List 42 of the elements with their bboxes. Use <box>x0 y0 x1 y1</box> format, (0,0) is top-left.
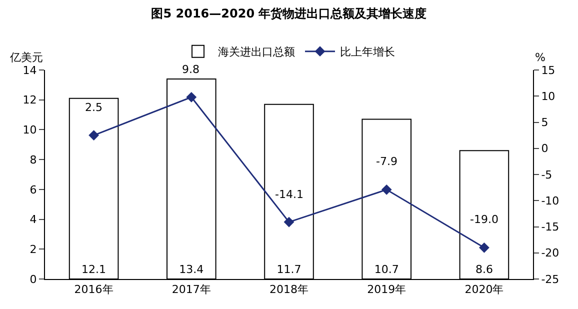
x-tick-label: 2016年 <box>74 283 114 296</box>
y2-tick-label: -20 <box>541 246 560 260</box>
y2-tick-label: -5 <box>541 168 552 182</box>
y-tick-label: 2 <box>30 242 37 256</box>
y2-tick-label: 10 <box>541 90 556 103</box>
y-tick-label: 4 <box>30 213 37 226</box>
data-label: -19.0 <box>470 213 498 226</box>
x-tick-label: 2017年 <box>172 283 211 296</box>
y-tick-label: 8 <box>30 153 37 166</box>
data-label: 9.8 <box>182 63 200 76</box>
data-label: -7.9 <box>376 155 398 168</box>
y2-tick-label: 0 <box>541 142 548 156</box>
data-label: 11.7 <box>276 263 302 276</box>
x-tick-label: 2018年 <box>270 283 308 296</box>
x-tick-label: 2020年 <box>464 283 504 296</box>
y-axis-title: 亿美元 <box>9 51 43 64</box>
y2-tick-label: -25 <box>541 272 560 286</box>
y-tick-label: 12 <box>22 94 37 107</box>
y-tick-label: 0 <box>30 272 37 286</box>
point <box>284 216 294 228</box>
data-label: 13.4 <box>179 263 204 276</box>
point <box>186 92 197 102</box>
point <box>88 130 99 141</box>
y2-tick-label: -10 <box>541 194 560 208</box>
data-label: 12.1 <box>82 263 106 276</box>
y-tick-label: 14 <box>22 64 37 77</box>
y2-axis-title: % <box>535 51 546 64</box>
chart-title: 图5 2016—2020 年货物进出口总额及其增长速度 <box>151 6 427 21</box>
y2-tick-label: 5 <box>541 116 548 130</box>
data-label: 2.5 <box>85 101 102 114</box>
x-tick-label: 2019年 <box>367 283 406 296</box>
data-label: 10.7 <box>374 263 399 276</box>
point <box>381 184 392 195</box>
legend-label: 比上年增长 <box>340 46 395 59</box>
y-tick-label: 6 <box>30 183 37 196</box>
data-label: 8.6 <box>475 263 493 276</box>
y-tick-label: 10 <box>22 124 37 137</box>
legend-label: 海关进出口总额 <box>218 46 295 59</box>
point <box>479 242 490 253</box>
y2-tick-label: 15 <box>541 64 556 77</box>
y2-tick-label: -15 <box>541 220 560 234</box>
data-label: -14.1 <box>275 188 304 201</box>
